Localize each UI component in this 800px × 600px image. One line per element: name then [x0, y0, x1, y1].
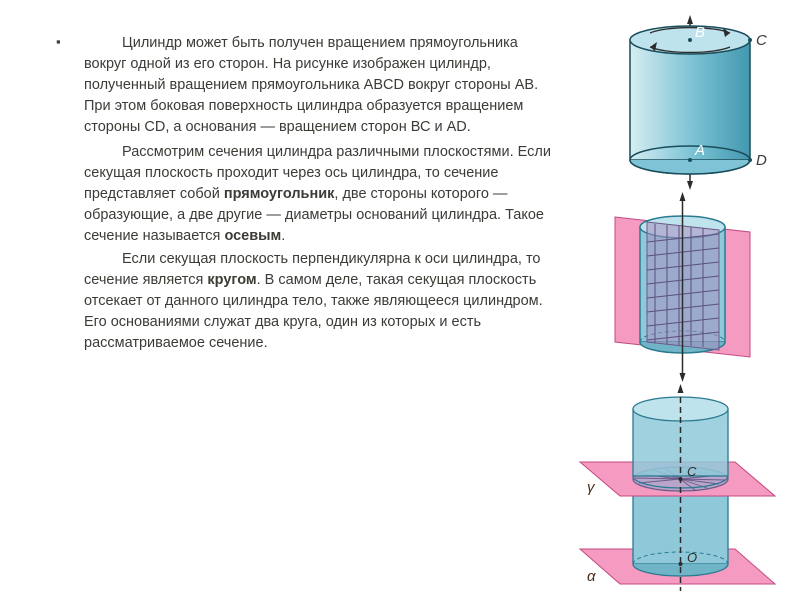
label-B: B [695, 24, 705, 41]
p3-bold: кругом [207, 272, 256, 288]
paragraph-2: Рассмотрим сечения цилиндра различными п… [50, 142, 560, 247]
slide: ▪ Цилиндр может быть получен вращением п… [0, 0, 800, 600]
label-O: O [687, 550, 697, 565]
cylinder-cross-section-icon: γ α C O [575, 384, 780, 594]
paragraph-1: Цилиндр может быть получен вращением пря… [84, 33, 560, 138]
figure-column: B C A D [570, 15, 780, 585]
label-gamma: γ [587, 479, 596, 496]
bullet-block: ▪ Цилиндр может быть получен вращением п… [50, 33, 560, 138]
bullet-icon: ▪ [50, 33, 84, 138]
text-column: ▪ Цилиндр может быть получен вращением п… [20, 15, 570, 585]
label-A: A [694, 142, 705, 159]
label-D: D [756, 152, 767, 169]
figure-2 [570, 192, 780, 382]
slide-content: ▪ Цилиндр может быть получен вращением п… [20, 15, 780, 585]
label-C: C [756, 32, 767, 49]
p2-bold-1: прямоугольник [224, 186, 335, 202]
cylinder-rotation-icon: B C A D [605, 15, 780, 190]
figure-1: B C A D [570, 15, 780, 190]
paragraph-3: Если секущая плоскость перпендикулярна к… [50, 249, 560, 354]
cylinder-axial-section-icon [585, 192, 780, 382]
label-C2: C [687, 464, 697, 479]
label-alpha: α [587, 568, 596, 585]
p2-text-c: . [281, 228, 285, 244]
figure-3: γ α C O [570, 384, 780, 594]
p2-bold-2: осевым [224, 228, 281, 244]
